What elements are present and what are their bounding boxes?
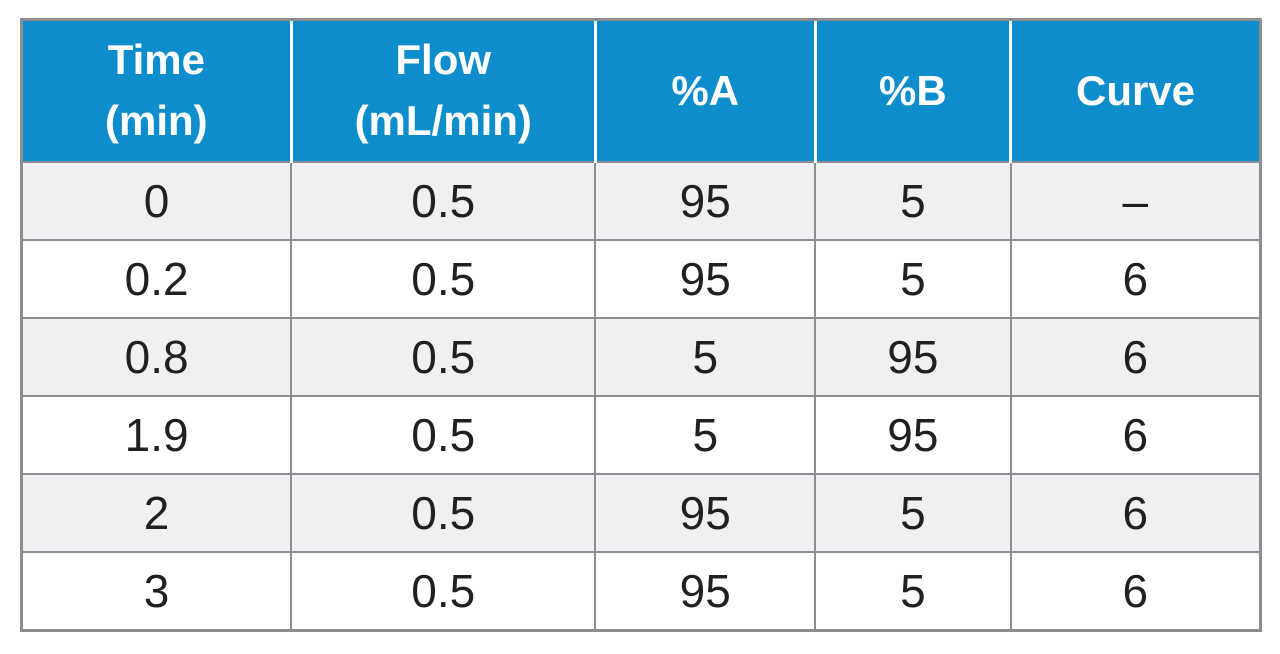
- table-row: 3 0.5 95 5 6: [23, 551, 1259, 629]
- cell-percent-a: 5: [594, 395, 817, 476]
- cell-flow: 0.5: [290, 160, 597, 242]
- table-body: 0 0.5 95 5 – 0.2 0.5 95 5 6 0.8 0.5 5 95…: [23, 160, 1259, 629]
- cell-curve: 6: [1009, 395, 1259, 476]
- cell-percent-a: 95: [594, 551, 817, 629]
- table-row: 1.9 0.5 5 95 6: [23, 395, 1259, 476]
- cell-percent-b: 5: [814, 473, 1012, 554]
- cell-curve: 6: [1009, 551, 1259, 629]
- gradient-table-frame: Time (min) Flow (mL/min) %A %B Curve 0 0…: [20, 18, 1262, 632]
- cell-curve: 6: [1009, 317, 1259, 398]
- table-row: 0 0.5 95 5 –: [23, 160, 1259, 242]
- cell-percent-b: 95: [814, 395, 1012, 476]
- column-header-percent-b: %B: [813, 21, 1011, 163]
- table-row: 0.8 0.5 5 95 6: [23, 317, 1259, 398]
- cell-flow: 0.5: [290, 395, 597, 476]
- cell-time: 0: [23, 160, 293, 242]
- column-header-flow: Flow (mL/min): [289, 21, 596, 163]
- cell-percent-b: 5: [814, 160, 1012, 242]
- cell-percent-a: 95: [594, 239, 817, 320]
- cell-flow: 0.5: [290, 551, 597, 629]
- cell-time: 0.2: [23, 239, 293, 320]
- column-header-percent-a: %A: [593, 21, 816, 163]
- cell-time: 3: [23, 551, 293, 629]
- column-header-curve: Curve: [1009, 21, 1259, 163]
- cell-time: 2: [23, 473, 293, 554]
- cell-percent-a: 95: [594, 160, 817, 242]
- cell-flow: 0.5: [290, 239, 597, 320]
- cell-percent-b: 5: [814, 551, 1012, 629]
- table-row: 0.2 0.5 95 5 6: [23, 239, 1259, 320]
- header-row: Time (min) Flow (mL/min) %A %B Curve: [23, 21, 1259, 163]
- cell-percent-a: 95: [594, 473, 817, 554]
- cell-flow: 0.5: [290, 473, 597, 554]
- table-header: Time (min) Flow (mL/min) %A %B Curve: [23, 21, 1259, 163]
- table-row: 2 0.5 95 5 6: [23, 473, 1259, 554]
- cell-percent-a: 5: [594, 317, 817, 398]
- cell-curve: –: [1009, 160, 1259, 242]
- cell-percent-b: 95: [814, 317, 1012, 398]
- cell-curve: 6: [1009, 473, 1259, 554]
- cell-time: 0.8: [23, 317, 293, 398]
- cell-flow: 0.5: [290, 317, 597, 398]
- cell-percent-b: 5: [814, 239, 1012, 320]
- cell-time: 1.9: [23, 395, 293, 476]
- gradient-table: Time (min) Flow (mL/min) %A %B Curve 0 0…: [23, 21, 1259, 629]
- cell-curve: 6: [1009, 239, 1259, 320]
- column-header-time: Time (min): [23, 21, 292, 163]
